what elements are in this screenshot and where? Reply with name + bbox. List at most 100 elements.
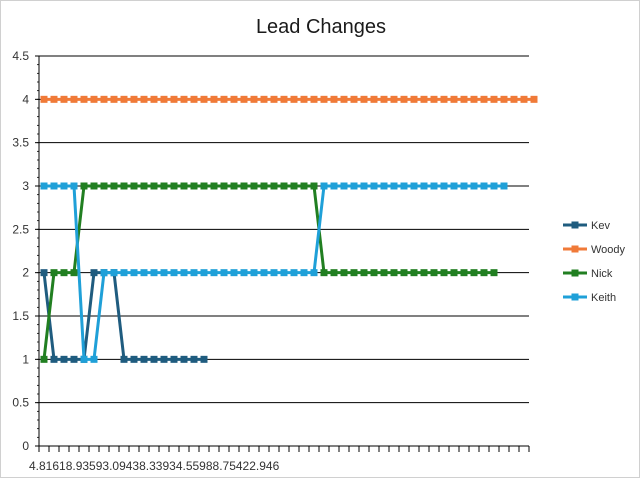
series-keith xyxy=(40,182,508,363)
data-point xyxy=(110,95,118,103)
data-point xyxy=(460,269,468,277)
data-point xyxy=(480,182,488,190)
data-point xyxy=(510,95,518,103)
data-point xyxy=(40,355,48,363)
data-point xyxy=(450,95,458,103)
data-point xyxy=(310,182,318,190)
data-point xyxy=(250,95,258,103)
data-point xyxy=(410,269,418,277)
data-point xyxy=(50,355,58,363)
data-point xyxy=(100,182,108,190)
data-point xyxy=(340,182,348,190)
data-point xyxy=(460,95,468,103)
data-point xyxy=(390,182,398,190)
data-point xyxy=(160,182,168,190)
data-point xyxy=(330,269,338,277)
data-point xyxy=(90,355,98,363)
data-point xyxy=(160,355,168,363)
data-point xyxy=(180,95,188,103)
data-point xyxy=(210,95,218,103)
data-point xyxy=(80,95,88,103)
data-point xyxy=(150,355,158,363)
data-point xyxy=(410,95,418,103)
data-point xyxy=(270,269,278,277)
data-point xyxy=(450,182,458,190)
data-point xyxy=(200,269,208,277)
data-point xyxy=(220,269,228,277)
y-tick-label: 2 xyxy=(22,266,29,280)
data-point xyxy=(480,269,488,277)
data-point xyxy=(70,95,78,103)
data-point xyxy=(410,182,418,190)
data-point xyxy=(470,182,478,190)
data-point xyxy=(140,269,148,277)
y-tick-label: 4 xyxy=(22,92,29,106)
data-point xyxy=(490,269,498,277)
data-point xyxy=(80,355,88,363)
data-point xyxy=(350,182,358,190)
data-point xyxy=(370,182,378,190)
data-point xyxy=(310,95,318,103)
data-point xyxy=(380,95,388,103)
legend-marker-nick xyxy=(571,269,579,277)
data-point xyxy=(450,269,458,277)
data-point xyxy=(270,95,278,103)
data-point xyxy=(40,95,48,103)
data-point xyxy=(300,182,308,190)
legend-label-kev: Kev xyxy=(591,220,610,232)
data-point xyxy=(440,269,448,277)
data-point xyxy=(440,182,448,190)
data-point xyxy=(130,95,138,103)
data-point xyxy=(120,182,128,190)
data-point xyxy=(320,269,328,277)
data-point xyxy=(170,95,178,103)
data-point xyxy=(430,95,438,103)
data-point xyxy=(200,182,208,190)
data-point xyxy=(50,95,58,103)
data-point xyxy=(260,95,268,103)
data-point xyxy=(530,95,538,103)
data-point xyxy=(240,95,248,103)
data-point xyxy=(50,269,58,277)
data-point xyxy=(340,269,348,277)
legend-marker-kev xyxy=(571,221,579,229)
data-point xyxy=(160,95,168,103)
data-point xyxy=(240,182,248,190)
data-point xyxy=(110,182,118,190)
data-point xyxy=(470,269,478,277)
y-tick-label: 0 xyxy=(22,439,29,453)
data-point xyxy=(70,355,78,363)
data-point xyxy=(390,269,398,277)
data-point xyxy=(290,182,298,190)
data-point xyxy=(390,95,398,103)
data-point xyxy=(460,182,468,190)
legend-label-keith: Keith xyxy=(591,292,616,304)
data-point xyxy=(470,95,478,103)
data-point xyxy=(320,95,328,103)
data-point xyxy=(60,269,68,277)
data-point xyxy=(280,95,288,103)
data-point xyxy=(60,95,68,103)
series-group xyxy=(40,95,538,363)
data-point xyxy=(330,95,338,103)
data-point xyxy=(400,182,408,190)
data-point xyxy=(280,182,288,190)
data-point xyxy=(170,355,178,363)
legend-label-nick: Nick xyxy=(591,268,613,280)
chart-title: Lead Changes xyxy=(256,16,386,38)
data-point xyxy=(120,355,128,363)
data-point xyxy=(220,182,228,190)
y-tick-label: 2.5 xyxy=(12,222,29,236)
data-point xyxy=(130,269,138,277)
data-point xyxy=(150,269,158,277)
data-point xyxy=(90,269,98,277)
axes: 0 0.5 1 1.5 2 2.5 3 3.5 4 4.5 xyxy=(12,49,530,453)
data-point xyxy=(70,269,78,277)
data-point xyxy=(420,269,428,277)
data-point xyxy=(140,182,148,190)
data-point xyxy=(180,269,188,277)
data-point xyxy=(70,182,78,190)
data-point xyxy=(40,182,48,190)
